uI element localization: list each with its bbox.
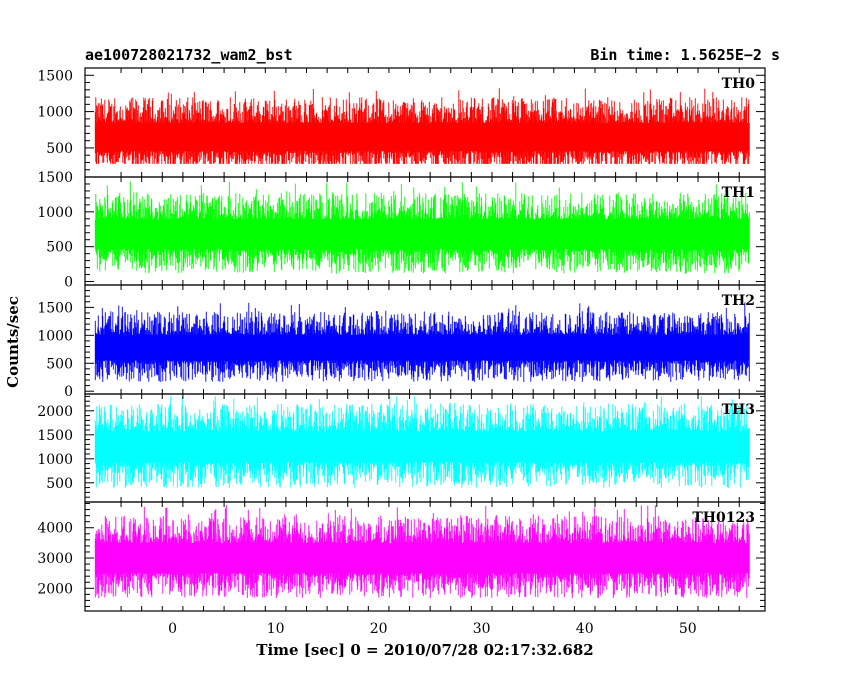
y-tick-label: 0 bbox=[64, 384, 73, 400]
y-tick-label: 1000 bbox=[37, 452, 73, 468]
panel-label-th3: TH3 bbox=[722, 402, 755, 418]
x-tick-label: 0 bbox=[168, 621, 177, 637]
y-tick-label: 1000 bbox=[37, 205, 73, 221]
x-tick-label: 40 bbox=[576, 621, 594, 637]
y-tick-label: 1000 bbox=[37, 105, 73, 121]
x-tick-label: 30 bbox=[473, 621, 491, 637]
panel-label-th1: TH1 bbox=[722, 185, 755, 201]
series-line-th1 bbox=[94, 181, 750, 274]
series-line-th2 bbox=[94, 302, 750, 382]
y-tick-label: 500 bbox=[46, 476, 73, 492]
panel-th0: 500 1000 1500 TH0 bbox=[37, 67, 766, 178]
x-axis-label: Time [sec] 0 = 2010/07/28 02:17:32.682 bbox=[256, 641, 593, 659]
x-tick-label: 20 bbox=[370, 621, 388, 637]
y-tick-label: 4000 bbox=[37, 521, 73, 537]
panel-th0123: 2000 3000 4000 TH0123 bbox=[37, 501, 766, 612]
y-tick-label: 500 bbox=[46, 141, 73, 157]
panel-label-th0: TH0 bbox=[722, 76, 756, 92]
panel-th2: 0 500 1000 1500 TH2 bbox=[37, 284, 766, 400]
panel-th3: 500 1000 1500 2000 TH3 bbox=[37, 393, 766, 503]
y-axis-label: Counts/sec bbox=[4, 296, 22, 388]
y-tick-label: 1500 bbox=[37, 170, 73, 186]
series-line-th0123 bbox=[94, 505, 750, 599]
series-line-th0 bbox=[94, 88, 750, 164]
chart-subtitle: Bin time: 1.5625E−2 s bbox=[590, 46, 780, 64]
y-tick-label: 0 bbox=[64, 275, 73, 291]
x-tick-label: 10 bbox=[267, 621, 285, 637]
chart-title: ae100728021732_wam2_bst bbox=[85, 46, 293, 64]
panel-label-th2: TH2 bbox=[722, 293, 755, 309]
y-tick-label: 1500 bbox=[37, 68, 73, 84]
y-tick-label: 1500 bbox=[37, 300, 73, 316]
y-tick-label: 1500 bbox=[37, 428, 73, 444]
y-tick-label: 500 bbox=[46, 240, 73, 256]
panel-frame bbox=[84, 501, 766, 612]
y-tick-label: 2000 bbox=[37, 581, 73, 597]
y-tick-label: 3000 bbox=[37, 551, 73, 567]
x-tick-label: 50 bbox=[679, 621, 697, 637]
y-tick-label: 1000 bbox=[37, 328, 73, 344]
y-tick-label: 2000 bbox=[37, 404, 73, 420]
series-line-th3 bbox=[94, 396, 750, 488]
panel-label-th0123: TH0123 bbox=[692, 510, 755, 526]
panel-th1: 0 500 1000 1500 TH1 bbox=[37, 170, 766, 291]
y-tick-label: 500 bbox=[46, 356, 73, 372]
